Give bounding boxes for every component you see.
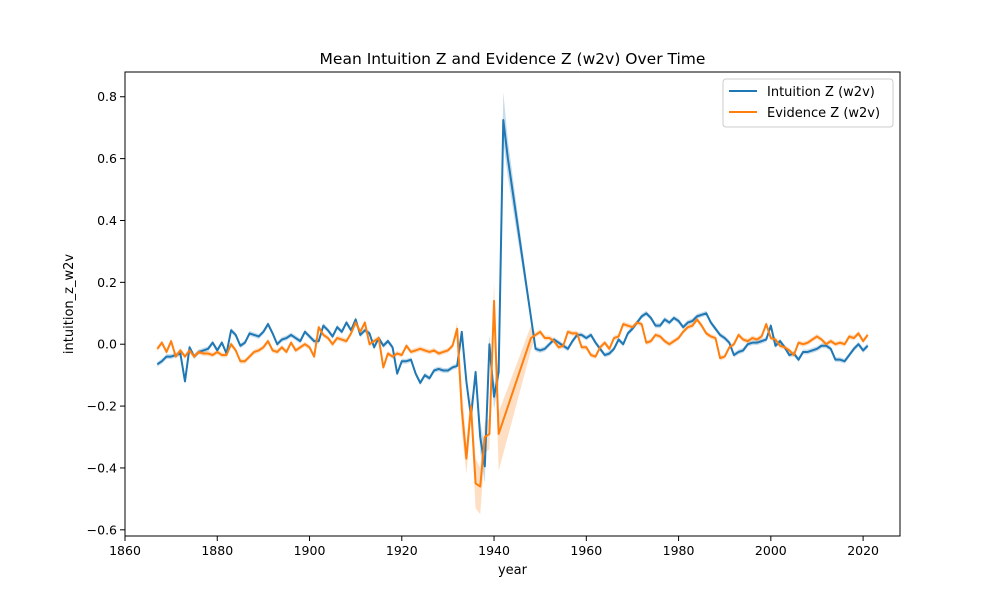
x-tick-label: 2020 (847, 543, 879, 558)
legend: Intuition Z (w2v) Evidence Z (w2v) (722, 78, 894, 128)
chart-title: Mean Intuition Z and Evidence Z (w2v) Ov… (320, 50, 706, 68)
y-tick-label: 0.8 (97, 89, 117, 104)
y-tick-label: −0.6 (87, 522, 117, 537)
series-lines (156, 118, 869, 488)
legend-label-intuition: Intuition Z (w2v) (767, 85, 875, 100)
x-tick-label: 1920 (386, 543, 418, 558)
y-axis-label: intuition_z_w2v (62, 254, 77, 354)
x-axis: 1860 1880 1900 1920 1940 1960 1980 2000 2020 (109, 536, 879, 558)
x-axis-label: year (498, 563, 528, 578)
x-tick-label: 1900 (294, 543, 326, 558)
plot-frame (124, 71, 901, 537)
x-tick-label: 1980 (663, 543, 695, 558)
series-line-intuition-z-w2v (156, 118, 869, 468)
x-tick-label: 1880 (201, 543, 233, 558)
legend-box (722, 78, 894, 128)
x-tick-label: 1940 (478, 543, 510, 558)
y-tick-label: −0.2 (87, 399, 117, 414)
y-tick-label: 0.4 (97, 213, 117, 228)
series-line-evidence-z-w2v (156, 299, 869, 488)
x-tick-label: 2000 (755, 543, 787, 558)
legend-label-evidence: Evidence Z (w2v) (767, 106, 880, 121)
y-tick-label: 0.0 (97, 337, 117, 352)
y-tick-label: 0.2 (97, 275, 117, 290)
y-tick-label: −0.4 (87, 460, 117, 475)
y-tick-label: 0.6 (97, 151, 117, 166)
x-tick-label: 1960 (570, 543, 602, 558)
y-axis: −0.6 −0.4 −0.2 0.0 0.2 0.4 0.6 0.8 (87, 89, 125, 537)
x-tick-label: 1860 (109, 543, 141, 558)
